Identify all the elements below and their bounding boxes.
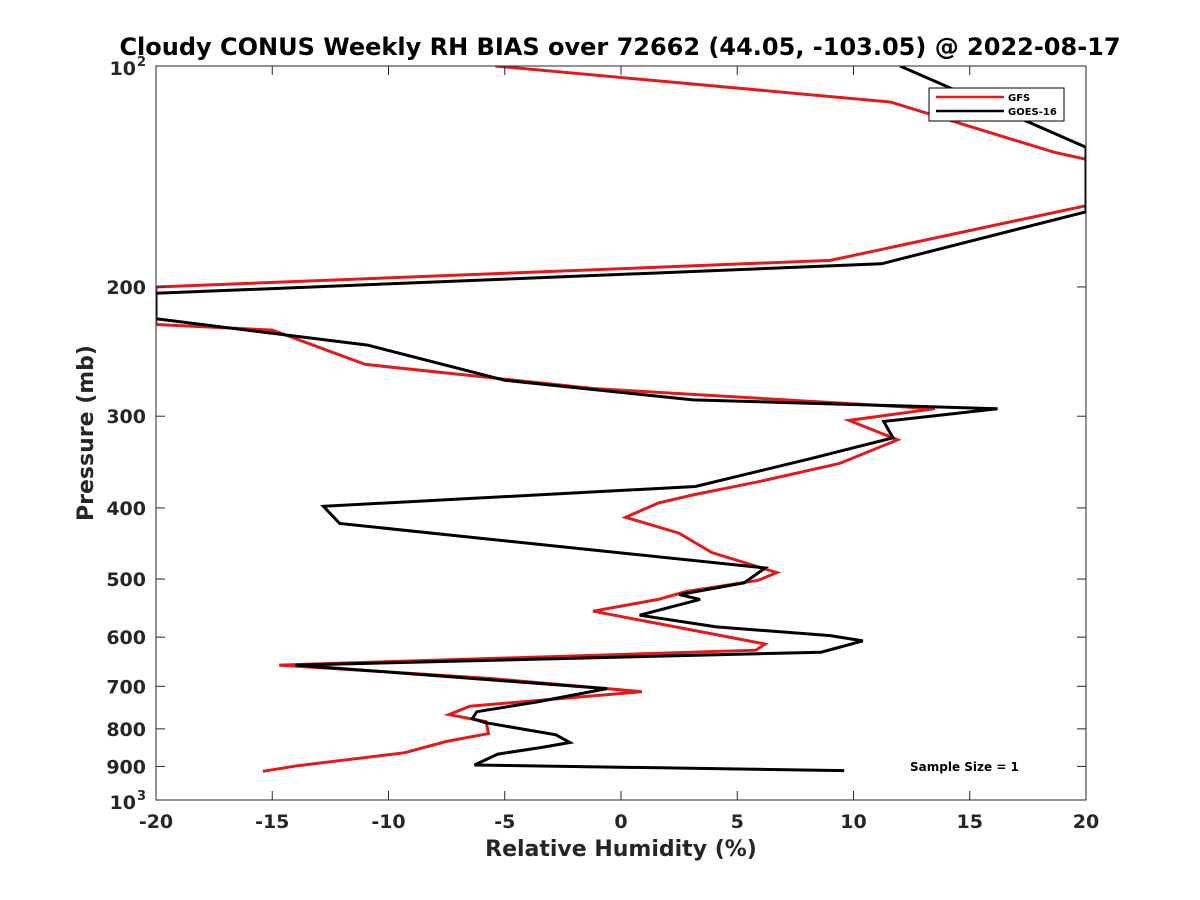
x-axis-label: Relative Humidity (%)	[485, 837, 757, 862]
y-tick-label: 800	[106, 719, 146, 741]
x-tick-label: 10	[840, 811, 866, 833]
series-line-goes-16	[156, 66, 1086, 773]
x-tick-label: -15	[255, 811, 289, 833]
y-tick-label: 700	[106, 676, 146, 698]
legend-label-goes16: GOES-16	[1008, 107, 1057, 118]
y-tick-label: 400	[106, 498, 146, 520]
x-tick-label: 20	[1073, 811, 1099, 833]
x-tick-label: 0	[614, 811, 627, 833]
y-tick-label: 600	[106, 627, 146, 649]
x-tick-label: -10	[371, 811, 405, 833]
legend-label-gfs: GFS	[1008, 93, 1030, 104]
series-line-gfs	[156, 66, 1086, 773]
y-tick-label: 900	[106, 756, 146, 778]
y-tick-label: 10	[110, 58, 136, 80]
legend-box	[928, 87, 1065, 122]
x-axis-ticks: -20 -15 -10 -5 0 5 10 15 20	[139, 66, 1099, 833]
chart-title: Cloudy CONUS Weekly RH BIAS over 72662 (…	[119, 33, 1120, 61]
x-tick-label: -5	[494, 811, 515, 833]
x-tick-label: 5	[731, 811, 744, 833]
x-tick-label: 15	[957, 811, 983, 833]
y-tick-label: 500	[106, 569, 146, 591]
y-tick-label-exponent: 2	[137, 55, 146, 70]
legend: GFS GOES-16	[928, 87, 1065, 122]
sample-size-annotation: Sample Size = 1	[910, 760, 1019, 774]
x-tick-label: -20	[139, 811, 173, 833]
series-layer	[156, 66, 1086, 773]
y-tick-label: 300	[106, 406, 146, 428]
y-tick-label: 200	[106, 277, 146, 299]
y-axis-label: Pressure (mb)	[74, 345, 99, 521]
y-tick-label: 10	[110, 792, 136, 814]
y-tick-label-exponent: 3	[137, 789, 146, 804]
